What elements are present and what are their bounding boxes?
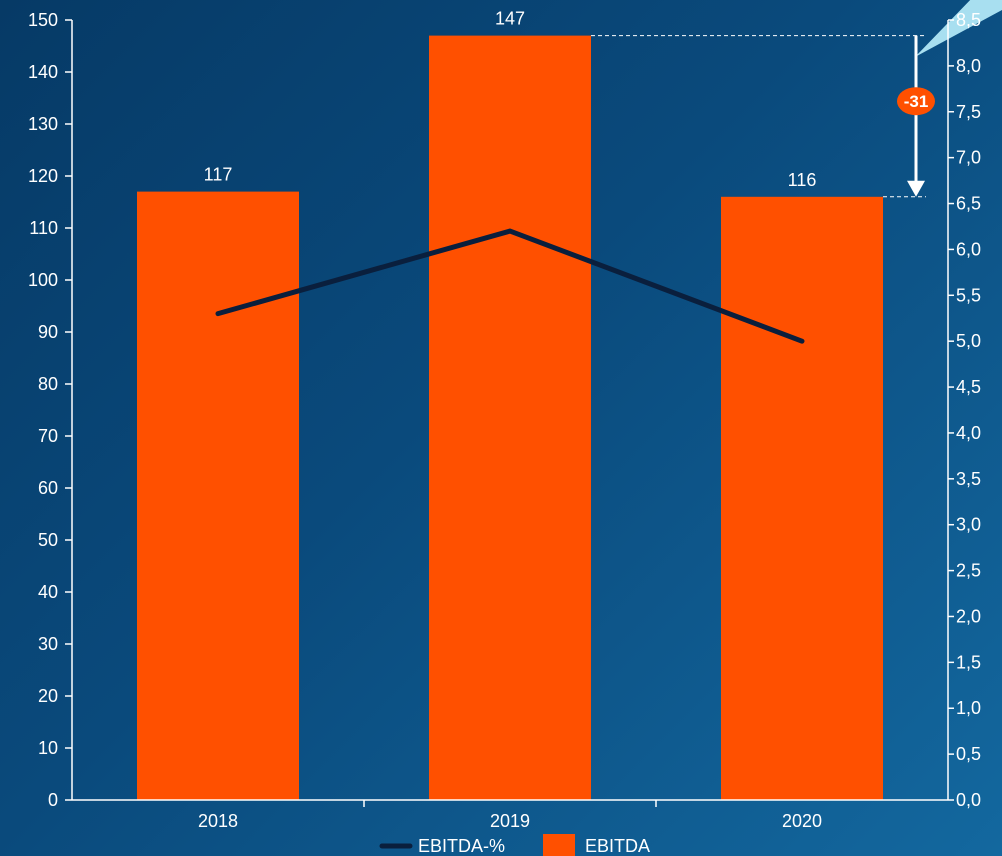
right-tick-label: 0,0: [956, 790, 981, 810]
right-axis-ticks: 0,0 0,5 1,0 1,5 2,0 2,5 3,0 3,5 4,0 4,5 5,0 5,5 6,0 6…: [948, 10, 981, 810]
bar-group: [137, 35, 883, 801]
bar-2020: [721, 196, 883, 801]
right-tick-label: 2,5: [956, 561, 981, 581]
difference-badge-label: -31: [904, 92, 929, 111]
bar-value-label-2019: 147: [495, 9, 525, 29]
x-tick-label-2019: 2019: [490, 811, 530, 831]
right-tick-label: 6,5: [956, 194, 981, 214]
legend-label-ebitda: EBITDA: [585, 836, 650, 856]
left-tick-label: 60: [38, 478, 58, 498]
right-tick-label: 2,0: [956, 606, 981, 626]
bar-value-label-2020: 116: [788, 170, 817, 190]
right-tick-label: 3,0: [956, 515, 981, 535]
left-tick-label: 10: [38, 738, 58, 758]
left-tick-label: 140: [28, 62, 58, 82]
legend-label-ebitda-pct: EBITDA-%: [418, 836, 505, 856]
left-tick-label: 40: [38, 582, 58, 602]
right-tick-label: 8,0: [956, 56, 981, 76]
bar-2018: [137, 191, 299, 801]
right-tick-label: 3,5: [956, 469, 981, 489]
left-tick-label: 90: [38, 322, 58, 342]
left-tick-label: 0: [48, 790, 58, 810]
left-tick-label: 30: [38, 634, 58, 654]
left-tick-label: 70: [38, 426, 58, 446]
x-tick-label-2020: 2020: [782, 811, 822, 831]
right-tick-label: 1,5: [956, 652, 981, 672]
left-tick-label: 150: [28, 10, 58, 30]
right-tick-label: 4,5: [956, 377, 981, 397]
left-tick-label: 80: [38, 374, 58, 394]
left-tick-label: 120: [28, 166, 58, 186]
x-tick-label-2018: 2018: [198, 811, 238, 831]
ebitda-pct-line: [215, 228, 805, 344]
legend: EBITDA-% EBITDA: [379, 834, 650, 856]
right-tick-label: 4,0: [956, 423, 981, 443]
right-tick-label: 7,5: [956, 102, 981, 122]
right-tick-label: 8,5: [956, 10, 981, 30]
line-series-group: [215, 228, 805, 344]
right-tick-label: 5,5: [956, 285, 981, 305]
bar-value-label-2018: 117: [204, 165, 233, 185]
difference-annotation: -31: [591, 35, 935, 198]
right-tick-label: 0,5: [956, 744, 981, 764]
difference-badge: [897, 87, 935, 116]
left-tick-label: 110: [29, 218, 58, 238]
corner-callout-shape: [915, 0, 1002, 57]
right-tick-label: 5,0: [956, 331, 981, 351]
right-tick-label: 7,0: [956, 148, 981, 168]
left-axis-ticks: 0 10 20 30 40 50 60 70 80 90 100 110 120 130 140 150: [28, 10, 72, 810]
difference-arrow-head: [907, 180, 925, 197]
left-tick-label: 130: [28, 114, 58, 134]
bar-label-group: 117 147 116: [204, 9, 817, 190]
left-tick-label: 20: [38, 686, 58, 706]
right-tick-label: 1,0: [956, 698, 981, 718]
left-tick-label: 100: [28, 270, 58, 290]
left-tick-label: 50: [38, 530, 58, 550]
right-tick-label: 6,0: [956, 239, 981, 259]
bar-2019: [429, 35, 591, 801]
x-axis-ticks: 2018 2019 2020: [198, 800, 822, 831]
legend-swatch-ebitda: [543, 834, 575, 856]
